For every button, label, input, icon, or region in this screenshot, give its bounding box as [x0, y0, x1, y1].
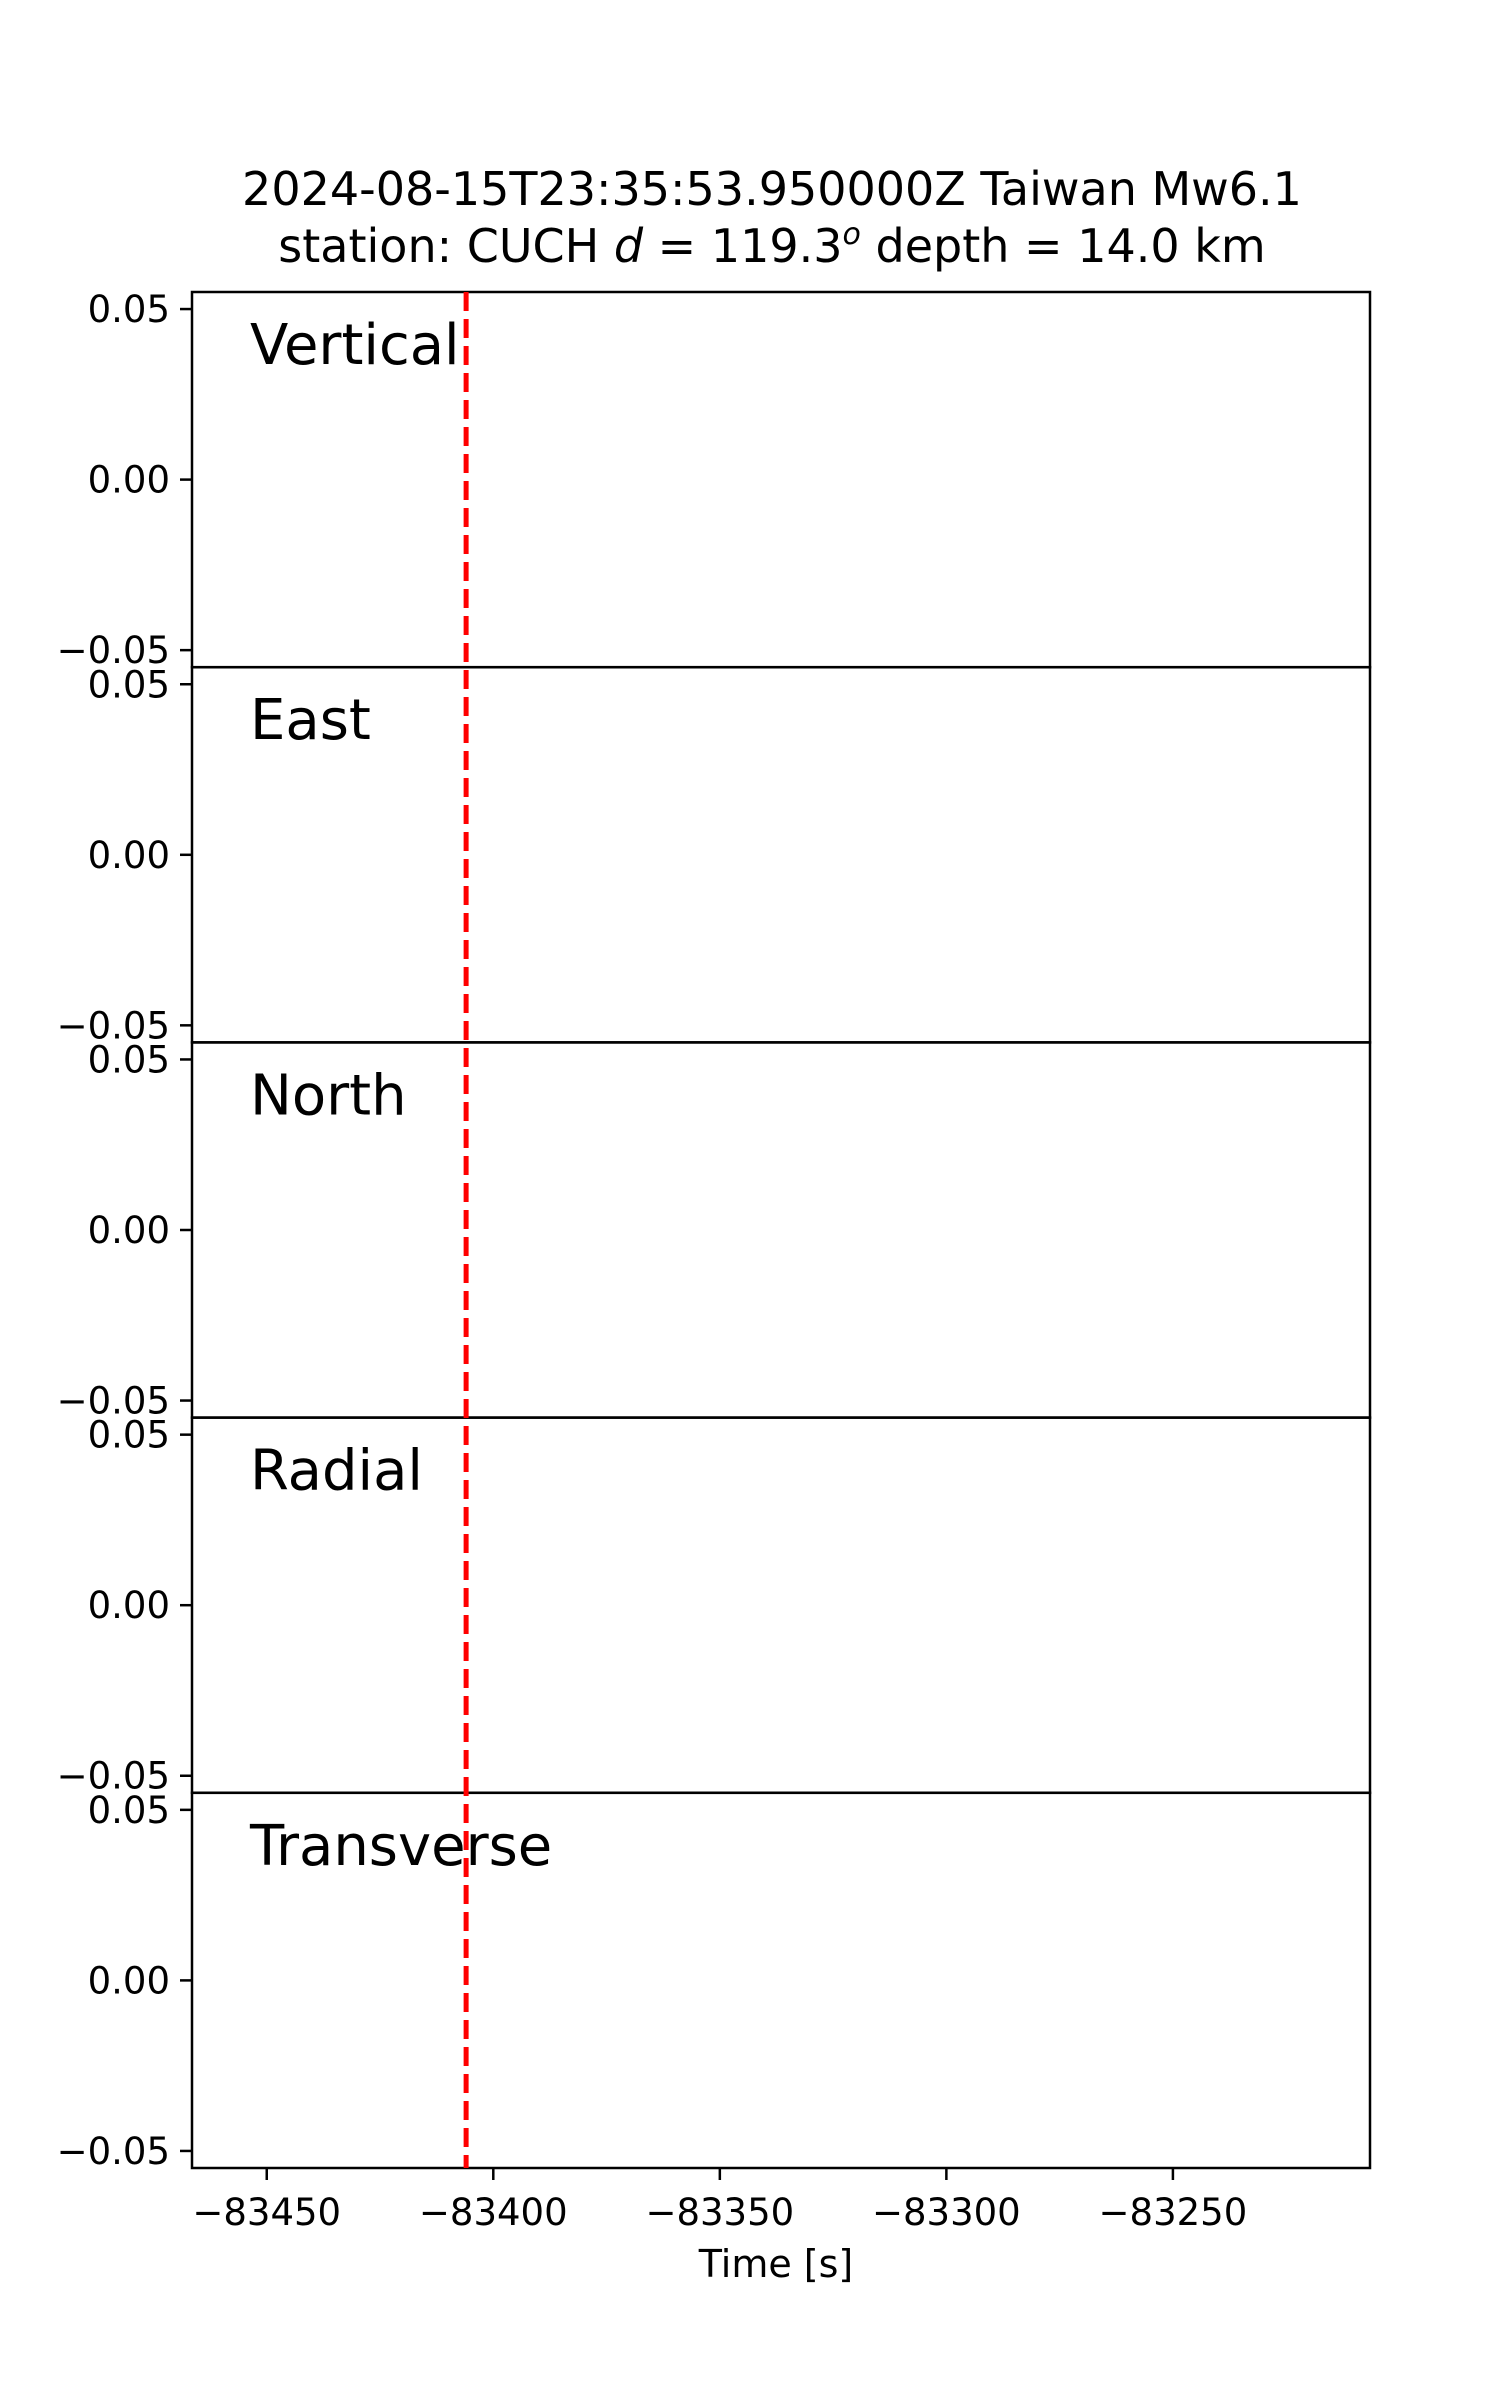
title-degree-superscript: o	[843, 217, 861, 252]
y-tick-label: −0.05	[57, 2130, 170, 2173]
panel-transverse: 0.05 0.00 −0.05 Transverse	[57, 1789, 1372, 2173]
y-tick-label: 0.00	[88, 1584, 170, 1627]
y-tick-label: 0.00	[88, 834, 170, 877]
y-tick-label: 0.05	[88, 1038, 170, 1081]
x-tick-label: −83300	[872, 2191, 1021, 2234]
panel-radial: 0.05 0.00 −0.05 Radial	[57, 1414, 1372, 1798]
x-axis: −83450 −83400 −83350 −83300 −83250	[192, 2168, 1247, 2234]
panel-label: North	[250, 1063, 407, 1128]
title-depth: depth = 14.0 km	[861, 219, 1266, 273]
y-tick-label: 0.00	[88, 1209, 170, 1252]
x-axis-label: Time [s]	[698, 2242, 854, 2286]
y-tick-label: 0.00	[88, 1959, 170, 2002]
panel-label: Radial	[250, 1439, 423, 1504]
title-station: station: CUCH	[278, 219, 614, 273]
y-tick-label: −0.05	[57, 1004, 170, 1047]
y-tick-label: −0.05	[57, 1755, 170, 1798]
x-tick-label: −83450	[192, 2191, 341, 2234]
y-tick-label: 0.00	[88, 459, 170, 502]
x-tick-label: −83250	[1099, 2191, 1248, 2234]
y-tick-label: 0.05	[88, 663, 170, 706]
chart-title-line2: station: CUCH d = 119.3o depth = 14.0 km	[278, 217, 1265, 273]
title-distance-symbol: d	[614, 219, 644, 273]
panel-label: Vertical	[250, 313, 460, 378]
x-tick-label: −83400	[419, 2191, 568, 2234]
panels: 0.05 0.00 −0.05 Vertical 0.05 0.00 −0.05 East 0.…	[57, 288, 1372, 2173]
chart-title-line1: 2024-08-15T23:35:53.950000Z Taiwan Mw6.1	[242, 162, 1302, 216]
title-distance-value: = 119.3	[643, 219, 842, 273]
y-tick-label: −0.05	[57, 629, 170, 672]
y-tick-label: −0.05	[57, 1380, 170, 1423]
y-tick-label: 0.05	[88, 288, 170, 331]
panel-label: Transverse	[249, 1814, 552, 1879]
y-tick-label: 0.05	[88, 1414, 170, 1457]
panel-label: East	[250, 688, 371, 753]
y-tick-label: 0.05	[88, 1789, 170, 1832]
panel-north: 0.05 0.00 −0.05 North	[57, 1038, 1372, 1423]
x-tick-label: −83350	[645, 2191, 794, 2234]
